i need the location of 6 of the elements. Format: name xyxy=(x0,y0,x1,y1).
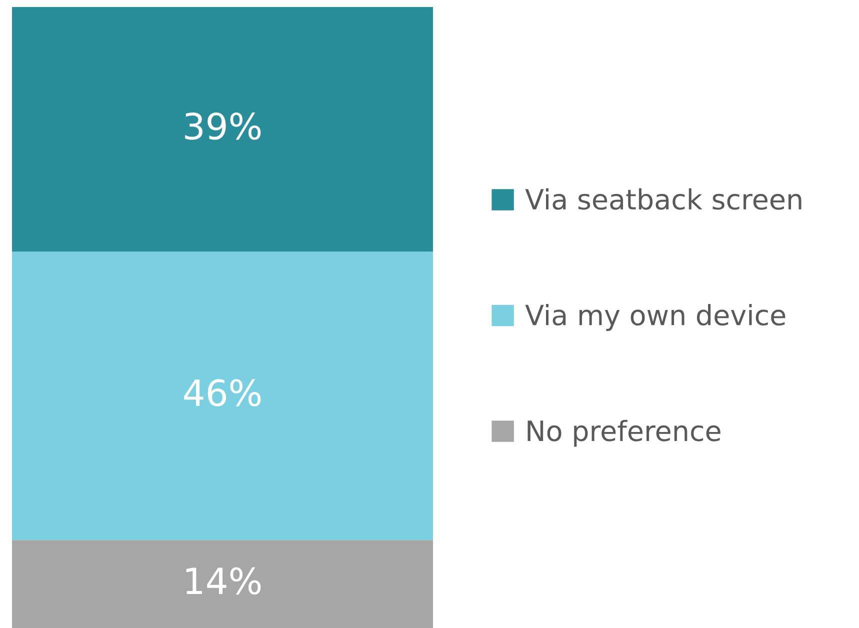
data-label: 46% xyxy=(184,379,261,406)
data-label: 14% xyxy=(186,567,261,595)
legend-label: Via my own device xyxy=(525,304,786,331)
legend-label: No preference xyxy=(528,420,720,447)
data-label: 39% xyxy=(185,112,261,140)
legend-label: Via seatback screen xyxy=(525,188,802,210)
